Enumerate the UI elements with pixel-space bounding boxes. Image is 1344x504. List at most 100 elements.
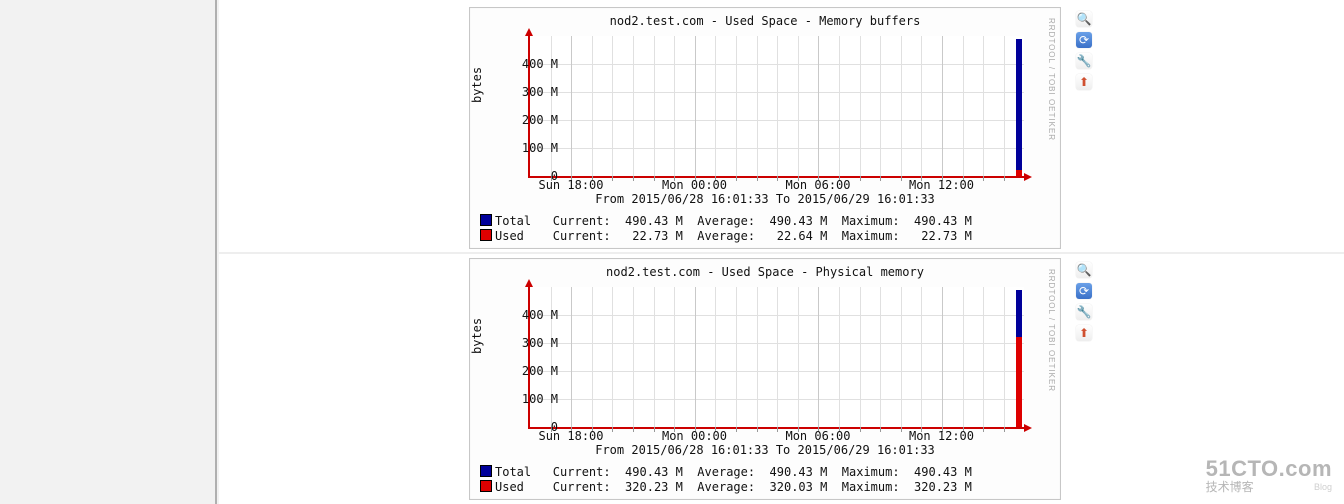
x-minor-tick [633, 176, 634, 181]
chart-card-memory-buffers: nod2.test.com - Used Space - Memory buff… [469, 7, 1061, 249]
gridline-vertical [674, 36, 675, 176]
y-axis-label: bytes [470, 67, 484, 103]
site-watermark: 51CTO.com 技术博客 Blog [1206, 457, 1332, 494]
watermark-sub: 技术博客 [1206, 480, 1254, 494]
gridline-vertical [654, 287, 655, 427]
gridline-vertical [777, 287, 778, 427]
gridline-vertical [592, 287, 593, 427]
gridline-vertical [963, 36, 964, 176]
gridline-vertical [715, 287, 716, 427]
y-tick-label: 300 M [508, 85, 558, 99]
x-minor-tick [1004, 427, 1005, 432]
gridline-vertical [880, 287, 881, 427]
gridline-vertical [736, 287, 737, 427]
gridline-vertical-major [695, 36, 696, 176]
gridline-vertical-major [695, 287, 696, 427]
gridline-vertical [921, 36, 922, 176]
sidebar-divider [215, 0, 217, 504]
gridline-vertical [757, 287, 758, 427]
x-tick-label: Mon 06:00 [773, 178, 863, 192]
gridline-vertical-major [942, 287, 943, 427]
gridline-vertical [921, 287, 922, 427]
chart-tools: 🔍 ⟳ 🔧 ⬆ [1076, 262, 1094, 346]
chart-title: nod2.test.com - Used Space - Memory buff… [470, 14, 1060, 28]
x-minor-tick [757, 427, 758, 432]
x-tick-label: Mon 12:00 [897, 178, 987, 192]
gridline-vertical [839, 36, 840, 176]
y-tick-label: 100 M [508, 141, 558, 155]
gridline-vertical [633, 36, 634, 176]
y-tick-label: 100 M [508, 392, 558, 406]
gridline-vertical [860, 287, 861, 427]
watermark-domain: 51CTO.com [1206, 456, 1332, 481]
chart-legend: Total Current: 490.43 M Average: 490.43 … [480, 214, 972, 244]
chart-plot-area: Sun 18:00Mon 00:00Mon 06:00Mon 12:00 [528, 36, 1024, 178]
page-root: nod2.test.com - Used Space - Memory buff… [0, 0, 1344, 504]
legend-swatch [480, 229, 492, 241]
legend-swatch [480, 465, 492, 477]
time-range-label: From 2015/06/28 16:01:33 To 2015/06/29 1… [470, 443, 1060, 457]
gridline-vertical [633, 287, 634, 427]
zoom-button[interactable]: 🔍 [1076, 262, 1092, 278]
gridline-vertical [612, 36, 613, 176]
gridline-vertical [860, 36, 861, 176]
gridline-vertical-major [818, 36, 819, 176]
up-button[interactable]: ⬆ [1076, 325, 1092, 341]
gridline-vertical-major [571, 287, 572, 427]
content-area: nod2.test.com - Used Space - Memory buff… [219, 0, 1344, 504]
legend-swatch [480, 214, 492, 226]
y-tick-label: 300 M [508, 336, 558, 350]
y-tick-label: 400 M [508, 57, 558, 71]
gridline-vertical [901, 287, 902, 427]
x-tick-label: Mon 00:00 [650, 178, 740, 192]
gridline-vertical [880, 36, 881, 176]
data-bar-used [1016, 170, 1022, 176]
chart-legend: Total Current: 490.43 M Average: 490.43 … [480, 465, 972, 495]
settings-button[interactable]: 🔧 [1076, 304, 1092, 320]
gridline-vertical [674, 287, 675, 427]
gridline-vertical [839, 287, 840, 427]
gridline-vertical [983, 36, 984, 176]
data-bar-used [1016, 337, 1022, 427]
gridline-vertical-major [818, 287, 819, 427]
rrdtool-attribution: RRDTOOL / TOBI OETIKER [1042, 18, 1056, 238]
x-tick-label: Mon 12:00 [897, 429, 987, 443]
y-tick-label: 0 [508, 420, 558, 434]
gridline-vertical [798, 36, 799, 176]
x-tick-label: Mon 00:00 [650, 429, 740, 443]
y-tick-label: 400 M [508, 308, 558, 322]
x-minor-tick [633, 427, 634, 432]
x-minor-tick [1004, 176, 1005, 181]
x-minor-tick [880, 176, 881, 181]
refresh-button[interactable]: ⟳ [1076, 32, 1092, 48]
y-axis-label: bytes [470, 318, 484, 354]
x-minor-tick [880, 427, 881, 432]
gridline-vertical-major [571, 36, 572, 176]
zoom-button[interactable]: 🔍 [1076, 11, 1092, 27]
up-button[interactable]: ⬆ [1076, 74, 1092, 90]
gridline-vertical [777, 36, 778, 176]
gridline-vertical [963, 287, 964, 427]
settings-button[interactable]: 🔧 [1076, 53, 1092, 69]
gridline-vertical [901, 36, 902, 176]
y-tick-label: 200 M [508, 364, 558, 378]
refresh-button[interactable]: ⟳ [1076, 283, 1092, 299]
legend-swatch [480, 480, 492, 492]
y-tick-label: 0 [508, 169, 558, 183]
chart-tools: 🔍 ⟳ 🔧 ⬆ [1076, 11, 1094, 95]
chart-card-physical-memory: nod2.test.com - Used Space - Physical me… [469, 258, 1061, 500]
x-tick-label: Mon 06:00 [773, 429, 863, 443]
gridline-vertical [654, 36, 655, 176]
gridline-vertical [1004, 36, 1005, 176]
x-minor-tick [757, 176, 758, 181]
chart-plot-area: Sun 18:00Mon 00:00Mon 06:00Mon 12:00 [528, 287, 1024, 429]
gridline-vertical [715, 36, 716, 176]
gridline-vertical [1004, 287, 1005, 427]
gridline-vertical [983, 287, 984, 427]
row-divider [219, 252, 1344, 254]
data-bar-total [1016, 39, 1022, 176]
gridline-vertical [798, 287, 799, 427]
rrdtool-attribution: RRDTOOL / TOBI OETIKER [1042, 269, 1056, 489]
gridline-vertical [592, 36, 593, 176]
gridline-vertical [612, 287, 613, 427]
